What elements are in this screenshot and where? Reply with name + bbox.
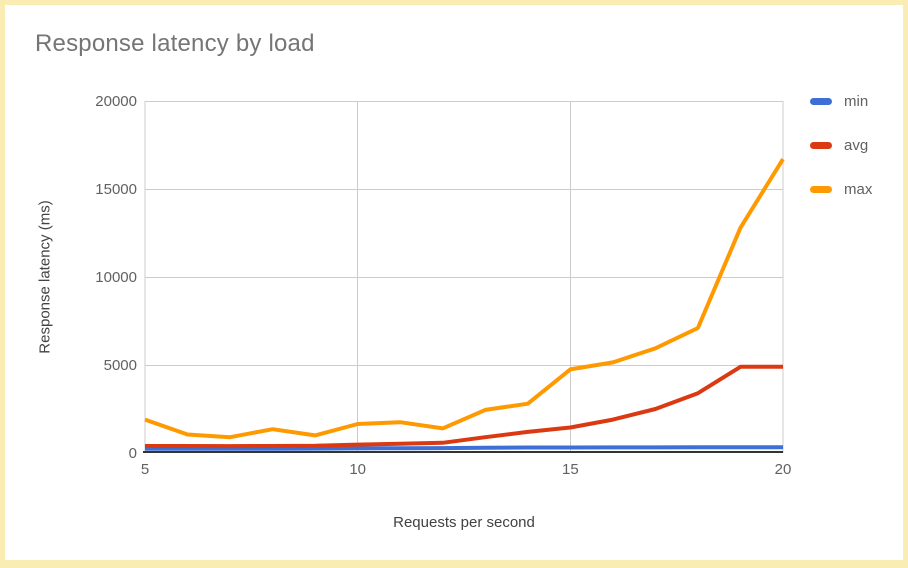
x-tick-label: 20 [774,461,792,478]
y-axis-tick-labels: 0 5000 10000 15000 20000 [0,0,137,568]
series-line-avg[interactable] [145,364,783,449]
y-tick-label: 10000 [95,269,137,286]
legend-label: min [844,92,869,110]
series-line-min[interactable] [145,445,783,451]
legend-swatch-min [810,97,832,105]
legend-swatch-max [810,185,832,193]
legend-item-min[interactable]: min [810,92,872,110]
y-tick-label: 15000 [95,181,137,198]
x-axis-title: Requests per second [393,514,535,531]
y-tick-label: 20000 [95,93,137,110]
chart-title: Response latency by load [35,30,315,57]
legend: min avg max [810,92,872,224]
x-tick-label: 5 [140,461,150,478]
y-tick-label: 5000 [103,357,137,374]
legend-item-avg[interactable]: avg [810,136,872,154]
plot-area[interactable] [143,101,785,453]
y-axis-title: Response latency (ms) [36,200,54,354]
x-tick-label: 15 [561,461,579,478]
legend-label: avg [844,136,869,154]
y-tick-label: 0 [128,445,137,462]
series-line-max[interactable] [144,158,785,440]
x-tick-label: 10 [349,461,366,478]
legend-swatch-avg [810,141,832,149]
legend-label: max [844,180,873,198]
legend-item-max[interactable]: max [810,180,872,198]
